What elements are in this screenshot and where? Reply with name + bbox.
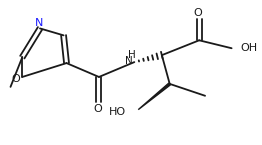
Text: O: O <box>11 74 20 84</box>
Text: O: O <box>194 8 203 18</box>
Text: HO: HO <box>109 107 127 117</box>
Text: O: O <box>94 104 102 114</box>
Text: N: N <box>124 56 132 66</box>
Text: N: N <box>35 18 43 28</box>
Polygon shape <box>138 83 171 110</box>
Text: H: H <box>128 50 136 60</box>
Text: OH: OH <box>241 43 258 53</box>
